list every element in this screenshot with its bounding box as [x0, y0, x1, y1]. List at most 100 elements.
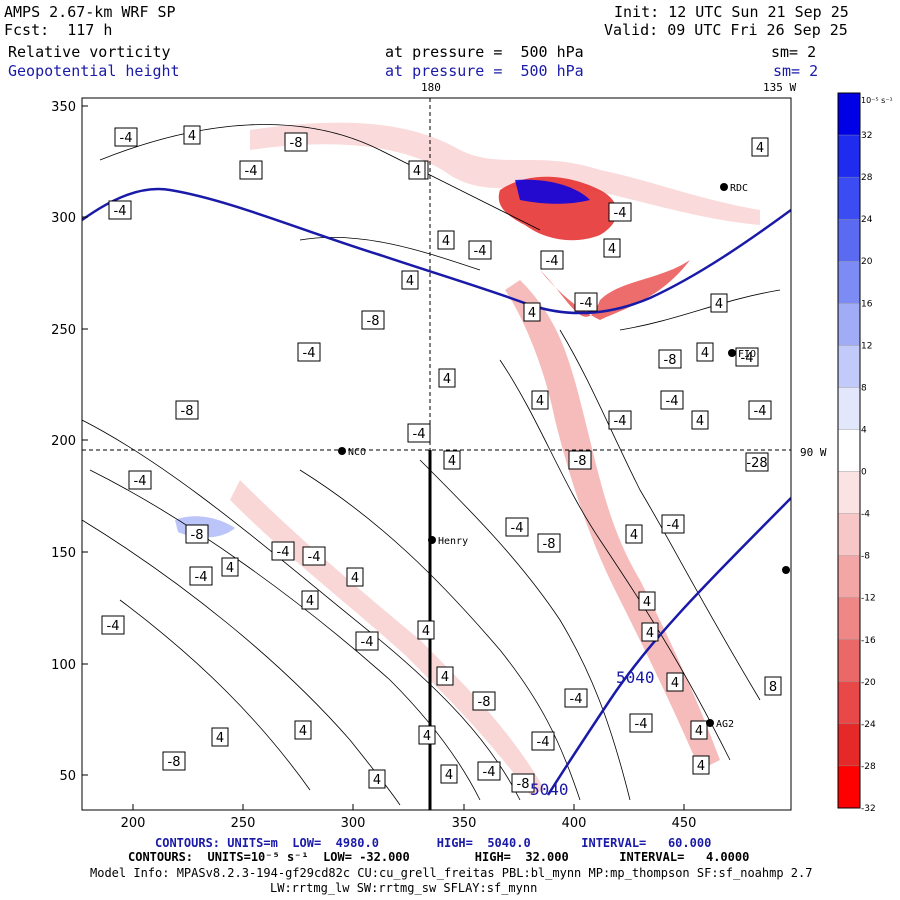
vorticity-contour-label: 4: [294, 720, 312, 740]
vorticity-contour-label: -4: [407, 423, 431, 443]
colorbar-tick-label: 12: [861, 341, 872, 351]
svg-text:4: 4: [373, 773, 381, 788]
svg-text:-4: -4: [580, 296, 593, 311]
vorticity-contour-label: -8: [162, 751, 186, 771]
x-tick-label: 200: [121, 816, 146, 831]
svg-text:4: 4: [423, 729, 431, 744]
colorbar-swatch: [837, 134, 861, 178]
svg-text:NCO: NCO: [348, 447, 366, 458]
svg-text:-4: -4: [120, 131, 133, 146]
colorbar-tick-label: -12: [861, 594, 876, 604]
vorticity-contour-label: -4: [505, 517, 529, 537]
vorticity-contour-label: 4: [211, 727, 229, 747]
valid-time: Valid: 09 UTC Fri 26 Sep 25: [604, 21, 848, 39]
station-marker: Henry: [428, 536, 468, 547]
colorbar-swatch: [837, 471, 861, 514]
svg-text:4: 4: [442, 234, 450, 249]
svg-text:4: 4: [536, 394, 544, 409]
colorbar-swatch: [837, 92, 861, 136]
y-tick-label: 250: [51, 323, 76, 338]
svg-text:-4: -4: [107, 619, 120, 634]
svg-text:-8: -8: [517, 777, 530, 792]
vorticity-contour-label: -4: [128, 470, 152, 490]
svg-text:-8: -8: [181, 404, 194, 419]
model-info: Model Info: MPASv8.2.3-194-gf29cd82c CU:…: [90, 866, 813, 880]
vorticity-contour-label: 4: [437, 230, 455, 250]
svg-text:4: 4: [188, 129, 196, 144]
negative-vorticity-core: [540, 260, 690, 320]
colorbar-tick-label: -16: [861, 636, 876, 646]
svg-text:-28: -28: [746, 456, 767, 471]
height-label-5040-south: 5040: [530, 780, 569, 799]
vorticity-contour-label: 4: [368, 769, 386, 789]
colorbar-swatch: [837, 765, 861, 809]
vorticity-contour-label: 4: [443, 450, 461, 470]
vorticity-contour-label: 4: [183, 125, 201, 145]
svg-text:-4: -4: [361, 635, 374, 650]
svg-text:-4: -4: [245, 164, 258, 179]
svg-text:-4: -4: [511, 521, 524, 536]
vorticity-contour-label: -4: [101, 615, 125, 635]
vorticity-contour-label: -8: [537, 533, 561, 553]
colorbar-tick-label: -24: [861, 720, 876, 730]
svg-text:4: 4: [306, 594, 314, 609]
vorticity-contour-label: -4: [629, 713, 653, 733]
vorticity-contour-label: -8: [472, 691, 496, 711]
lon-label-180: 180: [421, 81, 441, 94]
svg-text:4: 4: [299, 724, 307, 739]
y-tick-label: 50: [59, 769, 76, 784]
svg-text:-4: -4: [537, 735, 550, 750]
vorticity-contour-label: 4: [418, 725, 436, 745]
negative-vorticity-band: [505, 280, 720, 770]
vorticity-contour-label: -28: [745, 452, 769, 472]
vorticity-contour-label: 4: [603, 238, 621, 258]
svg-text:-8: -8: [664, 353, 677, 368]
svg-text:4: 4: [216, 731, 224, 746]
y-axis-ticks: 50 100 150 200 250 300 350: [51, 100, 88, 784]
vorticity-contour-label: -4: [608, 202, 632, 222]
station-marker: [782, 566, 790, 574]
vorticity-contour-label: -4: [114, 127, 138, 147]
svg-text:-8: -8: [290, 136, 303, 151]
colorbar-swatch: [837, 513, 861, 556]
vorticity-contour-label: -4: [661, 514, 685, 534]
forecast-hour: Fcst: 117 h: [4, 21, 113, 39]
svg-text:-8: -8: [574, 454, 587, 469]
svg-text:-4: -4: [483, 765, 496, 780]
height-contour-5040-south: [546, 497, 791, 796]
colorbar-tick-label: -32: [861, 804, 876, 814]
svg-text:-4: -4: [308, 550, 321, 565]
vorticity-contour-label: 4: [440, 764, 458, 784]
svg-text:-4: -4: [195, 570, 208, 585]
svg-text:4: 4: [448, 454, 456, 469]
vorticity-contour-label: -4: [302, 546, 326, 566]
svg-text:-8: -8: [478, 695, 491, 710]
vorticity-contour-label: -4: [608, 410, 632, 430]
svg-text:-4: -4: [134, 474, 147, 489]
svg-text:4: 4: [671, 676, 679, 691]
station-marker: AG2: [706, 719, 734, 730]
svg-text:8: 8: [769, 680, 777, 695]
svg-text:4: 4: [696, 414, 704, 429]
vorticity-contour-label: 4: [625, 524, 643, 544]
vorticity-contour-label: 4: [346, 567, 364, 587]
svg-text:4: 4: [756, 141, 764, 156]
svg-text:Henry: Henry: [438, 536, 468, 547]
svg-text:-4: -4: [667, 518, 680, 533]
vorticity-contour-label: -8: [658, 349, 682, 369]
colorbar-tick-label: -20: [861, 678, 876, 688]
svg-text:FIO: FIO: [738, 349, 756, 360]
colorbar-swatch: [837, 345, 861, 388]
svg-text:4: 4: [630, 528, 638, 543]
vorticity-contour-label: 4: [438, 368, 456, 388]
svg-text:-8: -8: [367, 314, 380, 329]
svg-text:-4: -4: [741, 351, 754, 366]
colorbar-swatch: [837, 429, 861, 472]
svg-text:4: 4: [646, 626, 654, 641]
svg-text:-4: -4: [614, 206, 627, 221]
x-axis-ticks: 200 250 300 350 400 450: [121, 804, 696, 831]
svg-text:-4: -4: [754, 404, 767, 419]
colorbar-tick-label: 20: [861, 257, 873, 267]
vorticity-contour-label: 4: [666, 672, 684, 692]
vorticity-contour-label: -4: [477, 761, 501, 781]
